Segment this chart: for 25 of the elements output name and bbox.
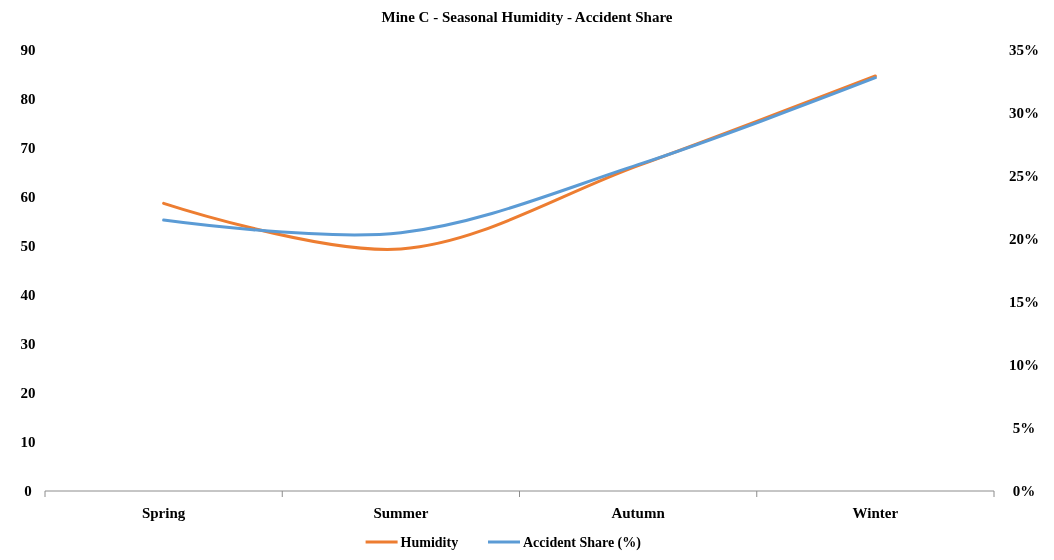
legend-label: Humidity — [400, 534, 459, 550]
y-tick-label: 40 — [20, 287, 36, 304]
x-tick-label: Autumn — [611, 505, 666, 522]
y2-tick-label: 20% — [1009, 231, 1039, 248]
y2-tick-label: 0% — [1012, 483, 1036, 500]
y-tick-label: 30 — [20, 336, 36, 353]
y-tick-label: 90 — [20, 42, 36, 59]
y-tick-label: 20 — [20, 385, 36, 402]
chart-title: Mine C - Seasonal Humidity - Accident Share — [381, 9, 673, 25]
y2-tick-label: 15% — [1009, 294, 1039, 311]
y-tick-label: 60 — [20, 189, 36, 206]
y-tick-label: 10 — [20, 434, 36, 451]
legend-label: Accident Share (%) — [523, 534, 642, 551]
x-tick-label: Spring — [141, 505, 186, 522]
x-tick-label: Winter — [852, 505, 899, 522]
y2-tick-label: 30% — [1009, 105, 1039, 122]
y2-tick-label: 10% — [1009, 357, 1039, 374]
y2-tick-label: 5% — [1012, 420, 1036, 437]
y2-tick-label: 25% — [1009, 168, 1039, 185]
y-tick-label: 80 — [20, 91, 36, 108]
y2-tick-label: 35% — [1009, 42, 1039, 59]
y-tick-label: 70 — [20, 140, 36, 157]
x-tick-label: Summer — [373, 505, 429, 522]
y-tick-label: 50 — [20, 238, 36, 255]
y-tick-label: 0 — [24, 483, 32, 500]
